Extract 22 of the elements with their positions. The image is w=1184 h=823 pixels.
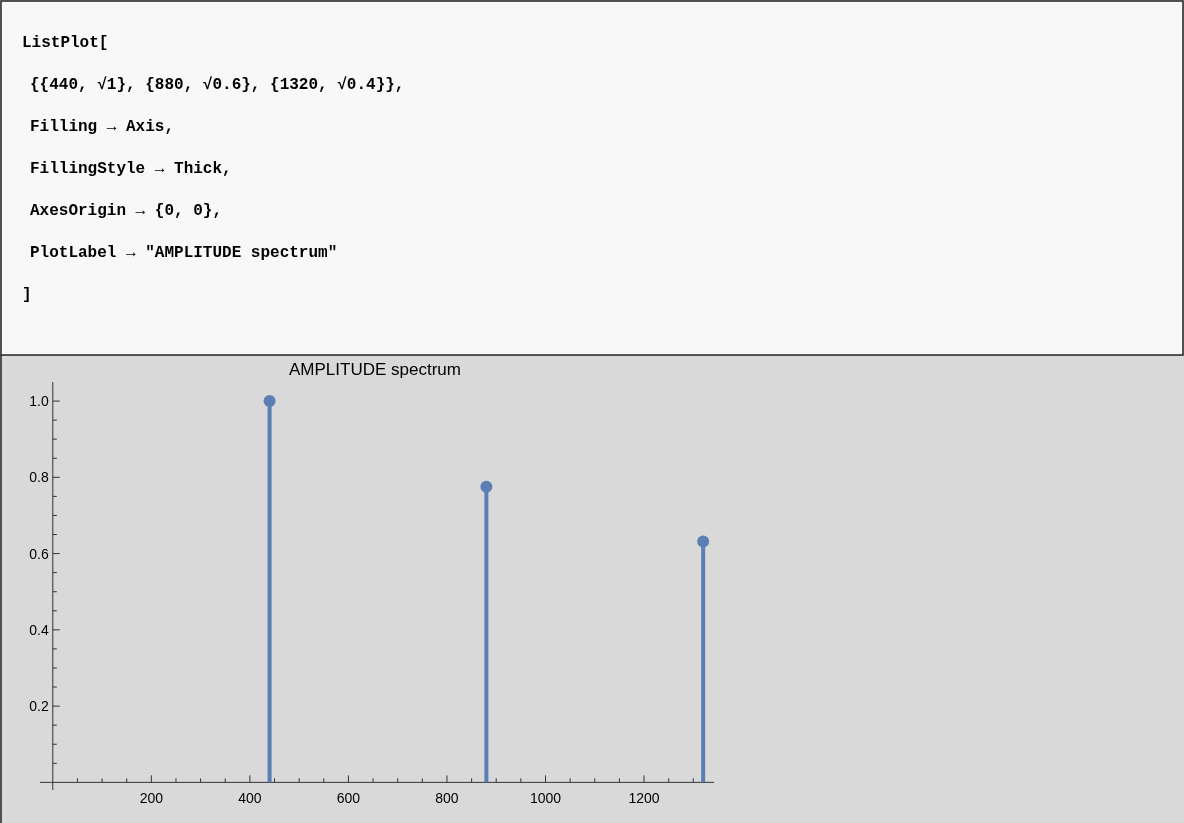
y-tick-label: 0.2 (29, 698, 50, 715)
point (697, 535, 710, 548)
point (480, 480, 493, 493)
chart-title: AMPLITUDE spectrum (289, 360, 461, 379)
x-tick-label: 800 (435, 790, 459, 807)
x-tick-label: 400 (238, 790, 262, 807)
text: ] (22, 286, 32, 304)
point (263, 395, 276, 408)
y-tick-label: 0.8 (29, 469, 50, 486)
y-tick-label: 0.6 (29, 545, 50, 562)
text: PlotLabel → "AMPLITUDE spectrum" (30, 244, 338, 262)
x-tick-label: 1200 (628, 790, 660, 807)
x-tick-label: 200 (139, 790, 164, 807)
text: Filling → Axis, (30, 118, 175, 136)
text: FillingStyle → Thick, (30, 160, 232, 178)
text: AxesOrigin → {0, 0}, (30, 202, 223, 220)
text: ListPlot[ (22, 34, 109, 52)
x-tick-label: 1000 (529, 790, 562, 807)
y-tick-label: 1.0 (29, 393, 50, 410)
x-tick-label: 600 (336, 790, 361, 807)
y-tick-label: 0.4 (29, 621, 50, 638)
text: {{440, √1}, {880, √0.6}, {1320, √0.4}}, (30, 76, 405, 94)
